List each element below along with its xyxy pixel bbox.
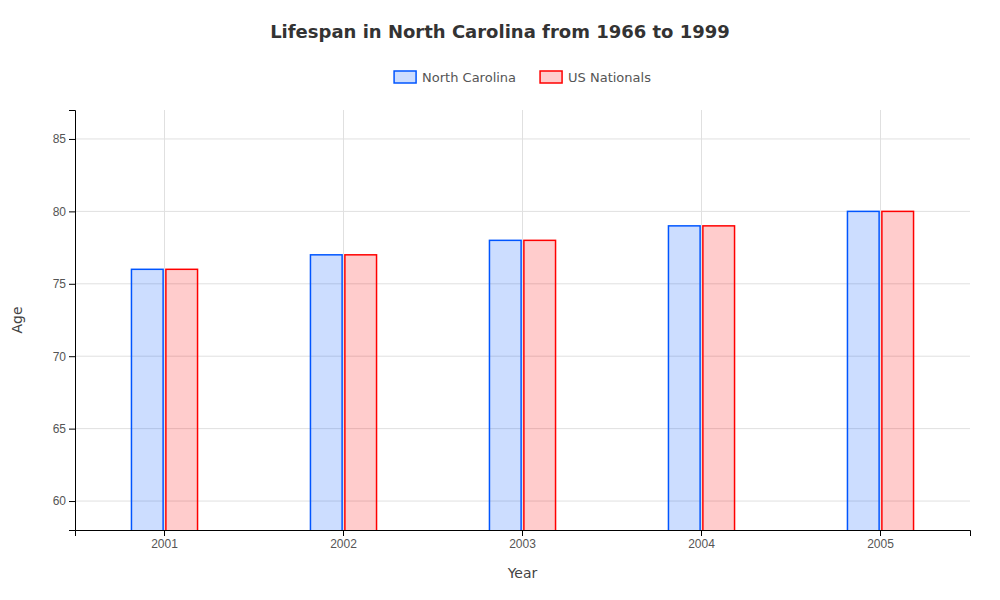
title: Lifespan in North Carolina from 1966 to … (270, 21, 730, 42)
tick-mark (164, 530, 165, 536)
series (166, 211, 914, 530)
bar (489, 240, 521, 530)
tick-mark (522, 530, 523, 536)
legend-swatch (540, 71, 562, 83)
tick: 2004 (688, 530, 715, 551)
legend-label: North Carolina (422, 70, 516, 85)
tick-label: 85 (53, 132, 67, 146)
y-axis-title: Age (9, 306, 25, 333)
tick-label: 2005 (867, 537, 894, 551)
legend: North Carolina US Nationals (394, 70, 651, 85)
tick-mark (69, 139, 75, 140)
grid-line (343, 110, 344, 530)
bar (345, 255, 377, 530)
tick-mark (880, 530, 881, 536)
legend-label: US Nationals (568, 70, 651, 85)
grid-line (164, 110, 165, 530)
tick-mark (69, 501, 75, 502)
tick-label: 70 (53, 350, 67, 364)
bar (668, 226, 700, 530)
grid-line (522, 110, 523, 530)
grid-line (880, 110, 881, 530)
y-axis: 60 65 70 75 80 85 (53, 111, 76, 531)
tick-mark (69, 211, 75, 212)
tick-mark (69, 284, 75, 285)
tick-label: 60 (53, 494, 67, 508)
tick-mark (343, 530, 344, 536)
tick: 2005 (867, 530, 894, 551)
bars (131, 211, 913, 530)
tick-label: 80 (53, 205, 67, 219)
legend-swatch (394, 71, 416, 83)
grid-line (701, 110, 702, 530)
tick: 80 (53, 205, 75, 219)
x-axis: 2001 2002 2003 2004 2005 (76, 530, 971, 551)
tick: 2001 (151, 530, 178, 551)
tick-label: 75 (53, 277, 67, 291)
chart: 60 65 70 75 80 85 2001 2002 2003 2004 2005 Year Age L… (0, 0, 1000, 600)
tick: 2003 (509, 530, 536, 551)
tick: 65 (53, 422, 75, 436)
tick-label: 2004 (688, 537, 715, 551)
bar (847, 211, 879, 530)
bar (524, 240, 556, 530)
tick-mark (69, 429, 75, 430)
bar (166, 269, 198, 530)
bar (882, 211, 914, 530)
tick: 60 (53, 494, 75, 508)
tick-label: 2002 (330, 537, 357, 551)
axis-line (76, 531, 971, 537)
legend-item: North Carolina (394, 70, 516, 85)
legend-item: US Nationals (540, 70, 651, 85)
tick-label: 2001 (151, 537, 178, 551)
tick: 2002 (330, 530, 357, 551)
tick-label: 65 (53, 422, 67, 436)
axis-line (69, 111, 76, 531)
bar (310, 255, 342, 530)
tick-mark (701, 530, 702, 536)
x-axis-title: Year (507, 565, 538, 581)
tick: 70 (53, 350, 75, 364)
tick-mark (69, 356, 75, 357)
tick: 85 (53, 132, 75, 146)
grid (75, 110, 970, 530)
tick: 75 (53, 277, 75, 291)
series (131, 211, 879, 530)
bar (131, 269, 163, 530)
tick-label: 2003 (509, 537, 536, 551)
bar (703, 226, 735, 530)
plot: 60 65 70 75 80 85 2001 2002 2003 2004 2005 (53, 110, 971, 600)
